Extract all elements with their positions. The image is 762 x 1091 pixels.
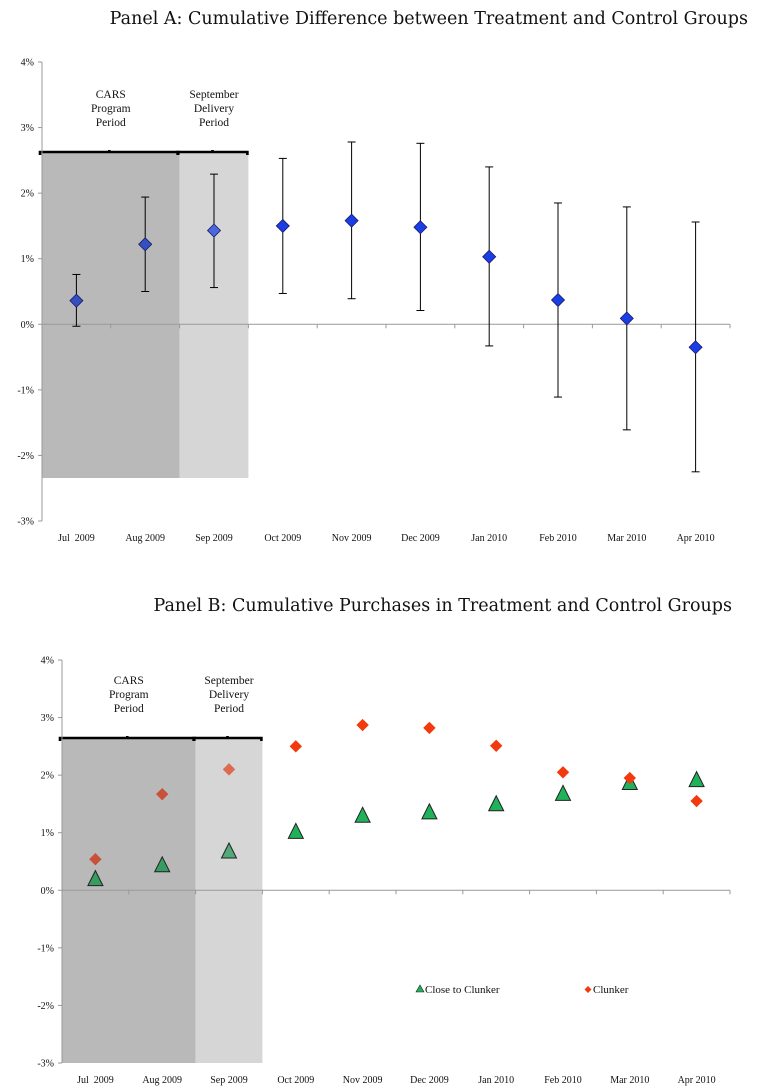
data-point-diamond bbox=[623, 771, 636, 785]
x-tick-label: Apr 2010 bbox=[677, 533, 715, 544]
data-point-triangle bbox=[87, 869, 104, 887]
x-tick-label: Oct 2009 bbox=[264, 533, 301, 544]
y-tick-label: 2% bbox=[41, 771, 54, 782]
data-point-diamond bbox=[356, 718, 369, 732]
data-point-diamond bbox=[690, 794, 703, 808]
data-point-diamond bbox=[156, 787, 169, 801]
x-tick-label: Feb 2010 bbox=[544, 1075, 582, 1086]
data-point-diamond bbox=[89, 852, 102, 866]
data-point-diamond bbox=[222, 763, 236, 776]
x-tick-label: Mar 2010 bbox=[610, 1075, 649, 1086]
x-tick-label: Apr 2010 bbox=[678, 1075, 716, 1086]
x-tick-label: Aug 2009 bbox=[142, 1075, 182, 1086]
data-point-diamond bbox=[619, 311, 634, 326]
data-point-triangle bbox=[621, 773, 639, 790]
shaded-region-0 bbox=[62, 738, 196, 1063]
data-point-diamond bbox=[556, 766, 570, 779]
y-tick-label: 2% bbox=[21, 189, 34, 200]
data-point-diamond bbox=[275, 218, 290, 233]
data-point-diamond bbox=[413, 220, 428, 235]
shaded-region-0 bbox=[42, 152, 180, 478]
x-tick-label: Aug 2009 bbox=[125, 533, 165, 544]
data-point-diamond bbox=[490, 739, 503, 752]
x-tick-label: Nov 2009 bbox=[343, 1075, 383, 1086]
shaded-region-1 bbox=[195, 738, 263, 1063]
data-point-diamond bbox=[688, 340, 703, 355]
region-bracket-1 bbox=[176, 150, 249, 155]
data-point-triangle bbox=[287, 822, 305, 839]
data-point-triangle bbox=[487, 794, 505, 812]
x-tick-label: Jan 2010 bbox=[471, 533, 507, 544]
y-tick-label: -2% bbox=[17, 451, 34, 462]
region-label: Program bbox=[91, 103, 131, 115]
legend-marker-triangle bbox=[415, 984, 425, 993]
y-tick-label: -2% bbox=[37, 1001, 54, 1012]
region-label: Period bbox=[214, 703, 244, 715]
region-label: CARS bbox=[114, 675, 144, 687]
region-bracket-0 bbox=[58, 736, 196, 741]
panel-b-title: Panel B: Cumulative Purchases in Treatme… bbox=[153, 596, 732, 616]
x-tick-label: Nov 2009 bbox=[332, 533, 372, 544]
data-point-diamond bbox=[344, 213, 359, 228]
y-tick-label: -1% bbox=[17, 385, 34, 396]
region-label: September bbox=[189, 89, 238, 101]
data-point-triangle bbox=[554, 784, 572, 801]
data-point-diamond bbox=[289, 740, 302, 753]
region-label: September bbox=[204, 675, 253, 687]
region-label: Program bbox=[109, 689, 149, 701]
legend-label: Close to Clunker bbox=[425, 984, 500, 996]
region-label: CARS bbox=[96, 89, 126, 101]
y-tick-label: -1% bbox=[37, 943, 54, 954]
x-tick-label: Sep 2009 bbox=[210, 1075, 248, 1086]
region-label: Period bbox=[114, 703, 144, 715]
y-tick-label: 3% bbox=[41, 713, 54, 724]
x-tick-label: Sep 2009 bbox=[195, 533, 233, 544]
region-label: Delivery bbox=[209, 689, 249, 701]
region-label: Period bbox=[199, 117, 229, 129]
x-tick-label: Jul 2009 bbox=[58, 533, 95, 544]
x-tick-label: Dec 2009 bbox=[410, 1075, 449, 1086]
panel-a-title: Panel A: Cumulative Difference between T… bbox=[109, 9, 748, 29]
y-tick-label: 1% bbox=[21, 254, 34, 265]
region-label: Delivery bbox=[194, 103, 234, 115]
y-tick-label: 0% bbox=[21, 320, 34, 331]
y-tick-label: 4% bbox=[21, 58, 34, 69]
data-point-diamond bbox=[482, 249, 497, 264]
data-point-diamond bbox=[206, 223, 222, 238]
data-point-triangle bbox=[220, 841, 238, 859]
data-point-diamond bbox=[423, 721, 436, 735]
x-tick-label: Jan 2010 bbox=[478, 1075, 514, 1086]
data-point-diamond bbox=[138, 237, 153, 252]
data-point-diamond bbox=[550, 292, 566, 308]
x-tick-label: Feb 2010 bbox=[539, 533, 577, 544]
y-tick-label: 0% bbox=[41, 886, 54, 897]
panel-a-chart: CARS Program Period September Delivery Period… bbox=[17, 58, 731, 544]
legend-marker-diamond bbox=[584, 986, 592, 993]
y-tick-label: 1% bbox=[41, 828, 54, 839]
y-tick-label: 4% bbox=[41, 656, 54, 667]
x-tick-label: Mar 2010 bbox=[607, 533, 646, 544]
data-point-triangle bbox=[421, 802, 438, 820]
data-point-triangle bbox=[354, 806, 371, 823]
region-label: Period bbox=[96, 117, 126, 129]
data-point-diamond bbox=[69, 293, 84, 308]
x-tick-label: Oct 2009 bbox=[277, 1075, 314, 1086]
y-tick-label: -3% bbox=[37, 1059, 54, 1070]
x-tick-label: Jul 2009 bbox=[77, 1075, 114, 1086]
legend-label: Clunker bbox=[593, 984, 629, 996]
data-point-triangle bbox=[688, 770, 705, 788]
x-tick-label: Dec 2009 bbox=[401, 533, 440, 544]
region-bracket-1 bbox=[192, 736, 263, 741]
data-point-triangle bbox=[153, 855, 171, 873]
y-tick-label: 3% bbox=[21, 123, 34, 134]
y-tick-label: -3% bbox=[17, 517, 34, 528]
